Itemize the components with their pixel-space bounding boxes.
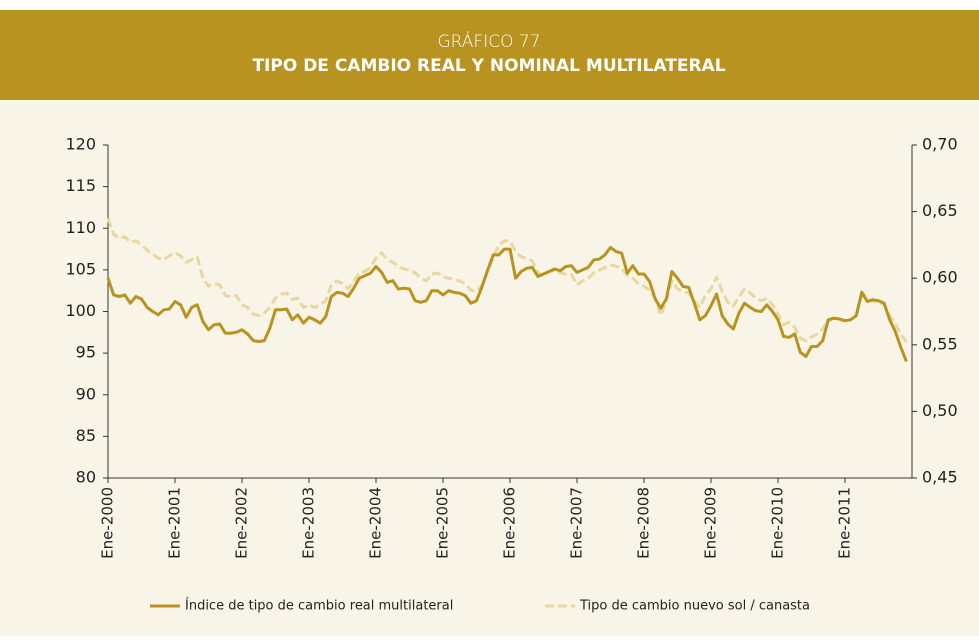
x-tick-label: Ene-2007 xyxy=(568,487,586,559)
y2-tick-label: 0,60 xyxy=(922,268,958,287)
legend-label: Tipo de cambio nuevo sol / canasta xyxy=(579,599,810,614)
x-tick-label: Ene-2008 xyxy=(635,487,653,559)
y-tick-label: 105 xyxy=(65,259,96,278)
x-tick-label: Ene-2004 xyxy=(367,487,385,559)
chart-background xyxy=(0,100,979,636)
chart-title: TIPO DE CAMBIO REAL Y NOMINAL MULTILATER… xyxy=(252,56,725,76)
x-tick-label: Ene-2000 xyxy=(99,487,117,559)
y2-tick-label: 0,70 xyxy=(922,135,958,154)
chart-subtitle: GRÁFICO 77 xyxy=(437,30,540,52)
y2-tick-label: 0,45 xyxy=(922,468,958,487)
header-band xyxy=(0,10,979,100)
y-tick-label: 120 xyxy=(65,135,96,154)
x-tick-label: Ene-2001 xyxy=(166,487,184,559)
y-tick-label: 80 xyxy=(76,468,96,487)
y-tick-label: 115 xyxy=(65,176,96,195)
y2-tick-label: 0,50 xyxy=(922,401,958,420)
x-tick-label: Ene-2005 xyxy=(434,487,452,559)
y2-tick-label: 0,55 xyxy=(922,334,958,353)
y-tick-label: 90 xyxy=(76,384,96,403)
x-tick-label: Ene-2002 xyxy=(233,487,251,559)
x-tick-label: Ene-2006 xyxy=(501,487,519,559)
y-tick-label: 110 xyxy=(65,218,96,237)
y-tick-label: 95 xyxy=(76,343,96,362)
x-tick-label: Ene-2011 xyxy=(836,487,854,559)
x-tick-label: Ene-2003 xyxy=(300,487,318,559)
x-tick-label: Ene-2009 xyxy=(702,487,720,559)
y-tick-label: 85 xyxy=(76,426,96,445)
x-tick-label: Ene-2010 xyxy=(769,487,787,559)
y-tick-label: 100 xyxy=(65,301,96,320)
y2-tick-label: 0,65 xyxy=(922,201,958,220)
series-line xyxy=(106,217,908,343)
legend-label: Índice de tipo de cambio real multilater… xyxy=(185,598,453,614)
series-line xyxy=(106,245,908,362)
